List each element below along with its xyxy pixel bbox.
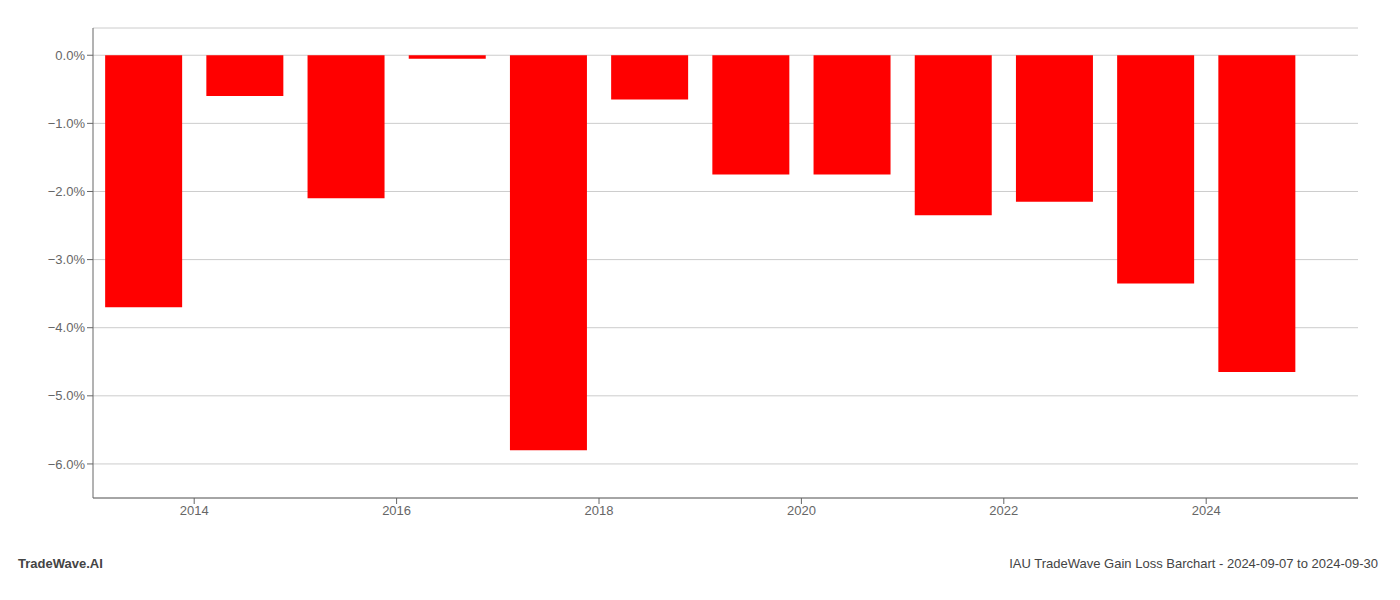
html-text:IAU TradeWave Gain Loss Barcha: IAU TradeWave Gain Loss Barchart - 2024-… [1009, 555, 1378, 571]
svg-text:2022: 2022 [989, 503, 1018, 518]
svg-text:−2.0%: −2.0% [48, 184, 86, 199]
svg-text:2024: 2024 [1192, 503, 1221, 518]
svg-text:0.0%: 0.0% [55, 48, 85, 63]
svg-text:−4.0%: −4.0% [48, 320, 86, 335]
svg-text:−1.0%: −1.0% [48, 116, 86, 131]
svg-text:2018: 2018 [585, 503, 614, 518]
svg-text:2016: 2016 [382, 503, 411, 518]
svg-text:−3.0%: −3.0% [48, 252, 86, 267]
svg-text:2014: 2014 [180, 503, 209, 518]
svg-text:2020: 2020 [787, 503, 816, 518]
svg-text:−6.0%: −6.0% [48, 457, 86, 472]
svg-text:−5.0%: −5.0% [48, 388, 86, 403]
html-text:TradeWave.AI: TradeWave.AI [18, 555, 103, 571]
